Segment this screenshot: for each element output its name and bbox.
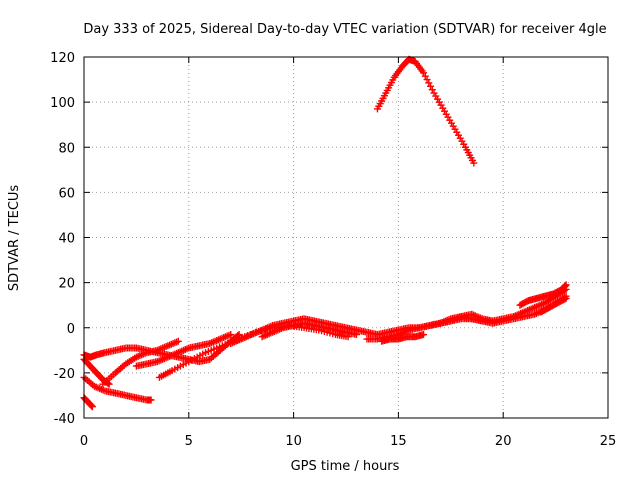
series-track-5 <box>80 394 96 411</box>
data-point <box>428 86 436 94</box>
chart-title: Day 333 of 2025, Sidereal Day-to-day VTE… <box>83 22 606 37</box>
x-tick-label: 5 <box>185 434 193 449</box>
x-tick-label: 0 <box>80 434 88 449</box>
y-tick-label: 120 <box>50 51 75 66</box>
x-tick-label: 15 <box>390 434 407 449</box>
data-point <box>420 331 428 339</box>
y-tick-label: 100 <box>50 96 75 111</box>
y-tick-label: 60 <box>58 186 75 201</box>
y-tick-label: -20 <box>54 367 75 382</box>
data-point <box>227 331 235 339</box>
series-track-15 <box>537 294 570 316</box>
data-point <box>561 295 569 303</box>
y-tick-label: 40 <box>58 232 75 247</box>
y-tick-label: -40 <box>54 412 75 427</box>
plot-frame <box>83 56 609 419</box>
grid-layer <box>84 57 608 418</box>
y-axis-label: SDTVAR / TECUs <box>7 185 22 292</box>
series-track-10 <box>258 319 360 341</box>
data-marks <box>80 55 570 411</box>
series-track-12 <box>378 331 428 345</box>
data-point <box>147 396 155 404</box>
series-track-1 <box>373 55 478 167</box>
data-point <box>470 159 478 167</box>
data-point <box>562 281 570 289</box>
x-tick-label: 10 <box>285 434 302 449</box>
y-tick-label: 80 <box>58 141 75 156</box>
series-track-14 <box>516 281 570 309</box>
data-point <box>174 337 182 345</box>
tick-layer: -40 -20 0 20 40 60 80 100 120 0 5 10 15 20 25 <box>50 51 616 449</box>
data-point <box>423 76 431 84</box>
x-axis-label: GPS time / hours <box>291 459 400 474</box>
series-track-6 <box>99 337 182 388</box>
data-point <box>352 331 360 339</box>
y-tick-label: 0 <box>67 322 75 337</box>
data-point <box>427 82 435 90</box>
x-tick-label: 25 <box>600 434 617 449</box>
series-track-7 <box>132 331 235 370</box>
data-point <box>562 294 570 302</box>
y-tick-label: 20 <box>58 277 75 292</box>
data-point <box>88 403 96 411</box>
x-tick-label: 20 <box>495 434 512 449</box>
data-point <box>425 79 433 87</box>
series-track-4 <box>80 373 155 404</box>
